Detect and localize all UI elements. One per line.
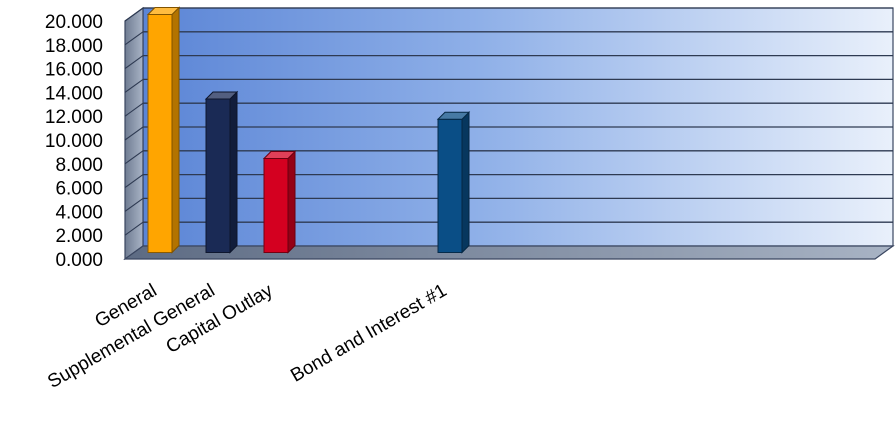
- gridline-side: [124, 55, 144, 70]
- x-category-label: Bond and Interest #1: [287, 280, 450, 386]
- plot-area: [123, 6, 895, 261]
- gridline-side: [124, 221, 144, 236]
- gridline-side: [124, 174, 144, 189]
- gridline-side: [124, 102, 144, 117]
- y-tick-label: 12.000: [45, 107, 103, 128]
- y-tick-label: 16.000: [45, 60, 103, 81]
- y-tick-label: 18.000: [45, 36, 103, 57]
- plot-floor: [123, 245, 895, 260]
- bar: [146, 6, 181, 254]
- bar: [262, 150, 297, 254]
- y-tick-label: 10.000: [45, 131, 103, 152]
- bars: [146, 6, 471, 254]
- bar: [204, 90, 239, 254]
- gridline-side: [124, 126, 144, 141]
- y-tick-label: 4.000: [55, 202, 103, 223]
- y-tick-label: 14.000: [45, 83, 103, 104]
- gridline-side: [124, 78, 144, 93]
- y-tick-label: 2.000: [55, 226, 103, 247]
- bar: [436, 111, 471, 254]
- gridline-side: [124, 150, 144, 165]
- gridline-side: [124, 7, 144, 22]
- y-tick-label: 6.000: [55, 179, 103, 200]
- y-tick-label: 0.000: [55, 250, 103, 271]
- gridline-side: [124, 197, 144, 212]
- y-tick-label: 20.000: [45, 12, 103, 33]
- gridline-side: [124, 31, 144, 46]
- y-tick-label: 8.000: [55, 155, 103, 176]
